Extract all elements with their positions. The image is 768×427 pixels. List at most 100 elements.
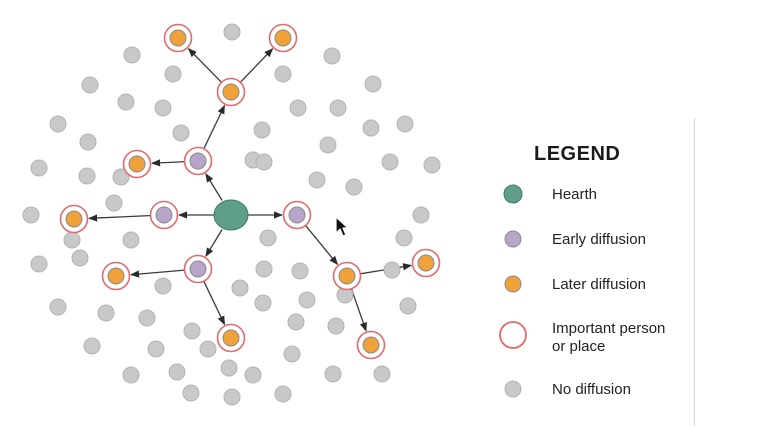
- no-diffusion-node: [30, 159, 48, 177]
- diffusion-arrow: [187, 48, 224, 84]
- no-diffusion-node: [329, 99, 347, 117]
- legend-label-later-diffusion: Later diffusion: [552, 276, 646, 293]
- no-diffusion-node: [97, 304, 115, 322]
- no-diffusion-node: [223, 23, 241, 41]
- diffusion-arrow: [130, 269, 187, 278]
- no-diffusion-node: [253, 121, 271, 139]
- diffusion-nodes: [59, 23, 441, 360]
- mouse-pointer-icon: [335, 216, 349, 237]
- no-diffusion-node: [105, 194, 123, 212]
- no-diffusion-node: [274, 65, 292, 83]
- no-diffusion-node: [259, 229, 277, 247]
- later-diffusion-node: [222, 83, 240, 101]
- no-diffusion-node: [396, 115, 414, 133]
- later-diffusion-node: [362, 336, 380, 354]
- diffusion-arrow: [205, 229, 223, 257]
- early-diffusion-node: [189, 260, 207, 278]
- no-diffusion-node: [182, 384, 200, 402]
- later-diffusion-node: [338, 267, 356, 285]
- no-diffusion-node: [274, 385, 292, 403]
- divider-line: [694, 118, 695, 426]
- later-diffusion-node: [128, 155, 146, 173]
- no-diffusion-node: [324, 365, 342, 383]
- no-diffusion-node: [220, 359, 238, 377]
- no-diffusion-node: [154, 99, 172, 117]
- no-diffusion-node: [383, 261, 401, 279]
- no-diffusion-node: [123, 46, 141, 64]
- legend-label-important-line1: Important person: [552, 320, 666, 337]
- legend-title: LEGEND: [534, 143, 621, 165]
- diffusion-arrow: [151, 159, 187, 167]
- no-diffusion-node: [117, 93, 135, 111]
- no-diffusion-node: [223, 388, 241, 406]
- no-diffusion-node: [147, 340, 165, 358]
- early-diffusion-node: [155, 206, 173, 224]
- no-diffusion-node: [183, 322, 201, 340]
- no-diffusion-node: [373, 365, 391, 383]
- no-diffusion-node: [362, 119, 380, 137]
- legend-swatch-later-diffusion: [504, 275, 522, 293]
- no-diffusion-nodes: [22, 23, 441, 406]
- no-diffusion-node: [49, 298, 67, 316]
- diffusion-arrows: [88, 48, 413, 332]
- legend-marks: [499, 184, 527, 398]
- diffusion-arrow: [205, 173, 223, 201]
- no-diffusion-node: [308, 171, 326, 189]
- early-diffusion-node: [189, 152, 207, 170]
- early-diffusion-node: [288, 206, 306, 224]
- later-diffusion-node: [107, 267, 125, 285]
- no-diffusion-node: [244, 366, 262, 384]
- no-diffusion-node: [172, 124, 190, 142]
- later-diffusion-node: [417, 254, 435, 272]
- legend-label-hearth: Hearth: [552, 186, 598, 203]
- legend-label-no-diffusion: No diffusion: [552, 381, 631, 398]
- no-diffusion-node: [319, 136, 337, 154]
- legend-swatch-early-diffusion: [504, 230, 522, 248]
- later-diffusion-node: [274, 29, 292, 47]
- no-diffusion-node: [395, 229, 413, 247]
- no-diffusion-node: [199, 340, 217, 358]
- no-diffusion-node: [22, 206, 40, 224]
- no-diffusion-node: [122, 366, 140, 384]
- no-diffusion-node: [412, 206, 430, 224]
- no-diffusion-node: [138, 309, 156, 327]
- no-diffusion-node: [298, 291, 316, 309]
- no-diffusion-node: [63, 231, 81, 249]
- no-diffusion-node: [327, 317, 345, 335]
- hearth-node: [213, 199, 249, 231]
- legend-swatch-no-diffusion: [504, 380, 522, 398]
- no-diffusion-node: [71, 249, 89, 267]
- later-diffusion-node: [65, 210, 83, 228]
- no-diffusion-node: [254, 294, 272, 312]
- diffusion-arrow: [88, 214, 153, 222]
- no-diffusion-node: [49, 115, 67, 133]
- no-diffusion-node: [323, 47, 341, 65]
- no-diffusion-node: [364, 75, 382, 93]
- no-diffusion-node: [255, 153, 273, 171]
- no-diffusion-node: [231, 279, 249, 297]
- no-diffusion-node: [83, 337, 101, 355]
- no-diffusion-node: [122, 231, 140, 249]
- no-diffusion-node: [287, 313, 305, 331]
- no-diffusion-node: [112, 168, 130, 186]
- no-diffusion-node: [81, 76, 99, 94]
- legend-swatch-important: [499, 321, 527, 349]
- no-diffusion-node: [283, 345, 301, 363]
- legend-label-important-line2: or place: [552, 338, 606, 355]
- later-diffusion-node: [222, 329, 240, 347]
- no-diffusion-node: [423, 156, 441, 174]
- diffusion-arrow: [202, 104, 226, 151]
- no-diffusion-node: [168, 363, 186, 381]
- no-diffusion-node: [78, 167, 96, 185]
- no-diffusion-node: [291, 262, 309, 280]
- no-diffusion-node: [289, 99, 307, 117]
- no-diffusion-node: [255, 260, 273, 278]
- no-diffusion-node: [30, 255, 48, 273]
- legend-label-early-diffusion: Early diffusion: [552, 231, 646, 248]
- no-diffusion-node: [79, 133, 97, 151]
- later-diffusion-node: [169, 29, 187, 47]
- diffusion-arrow: [304, 223, 339, 266]
- legend-swatch-hearth: [503, 184, 523, 204]
- no-diffusion-node: [164, 65, 182, 83]
